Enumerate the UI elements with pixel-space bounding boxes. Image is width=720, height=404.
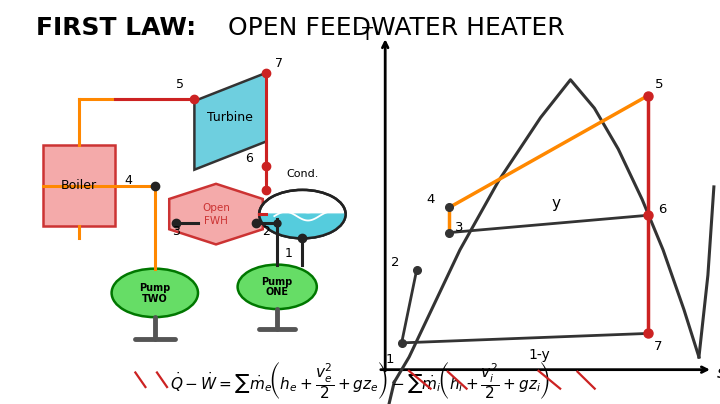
Text: 5: 5 <box>176 78 184 90</box>
Text: 1: 1 <box>284 246 292 259</box>
Text: TWO: TWO <box>142 294 168 303</box>
Text: 7: 7 <box>654 341 662 354</box>
Text: T: T <box>361 26 373 44</box>
Text: s: s <box>716 364 720 382</box>
Circle shape <box>238 265 317 309</box>
Text: 1: 1 <box>386 353 395 366</box>
Text: ONE: ONE <box>266 288 289 297</box>
FancyBboxPatch shape <box>43 145 115 226</box>
Text: y: y <box>552 196 560 211</box>
Circle shape <box>259 190 346 238</box>
Text: FIRST LAW:: FIRST LAW: <box>36 16 196 40</box>
Circle shape <box>112 269 198 317</box>
Text: 6: 6 <box>658 203 667 216</box>
Text: 3: 3 <box>455 221 464 234</box>
Text: Pump: Pump <box>261 277 293 287</box>
Text: 2: 2 <box>392 257 400 269</box>
Polygon shape <box>169 184 263 244</box>
Text: 2: 2 <box>262 225 270 238</box>
Text: OPEN FEEDWATER HEATER: OPEN FEEDWATER HEATER <box>220 16 564 40</box>
Polygon shape <box>259 214 346 238</box>
Text: Pump: Pump <box>139 283 171 293</box>
Text: 7: 7 <box>275 57 283 69</box>
Text: Open: Open <box>202 204 230 213</box>
Text: FWH: FWH <box>204 216 228 225</box>
Text: Boiler: Boiler <box>61 179 97 192</box>
Text: $\dot{Q}-\dot{W}=\sum \dot{m}_e\!\left(h_e+\dfrac{v_e^2}{2}+gz_e\right)-\sum \do: $\dot{Q}-\dot{W}=\sum \dot{m}_e\!\left(h… <box>170 360 550 401</box>
Text: 4: 4 <box>125 174 132 187</box>
Polygon shape <box>194 73 266 170</box>
Text: Turbine: Turbine <box>207 111 253 124</box>
Text: Cond.: Cond. <box>287 169 318 179</box>
Text: 4: 4 <box>426 193 435 206</box>
Text: 6: 6 <box>245 152 253 165</box>
Text: 1-y: 1-y <box>528 348 550 362</box>
Text: 5: 5 <box>655 78 664 91</box>
Text: 3: 3 <box>172 225 180 238</box>
